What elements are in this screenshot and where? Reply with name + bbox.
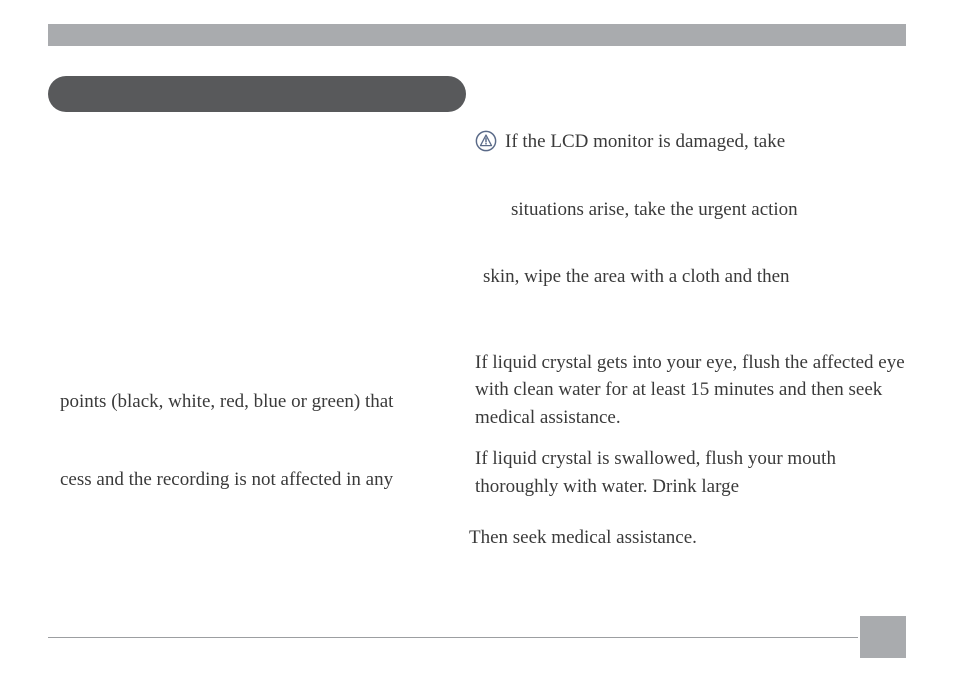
- body-text: cess and the recording is not affected i…: [60, 466, 455, 494]
- body-text: If liquid crystal gets into your eye, fl…: [475, 349, 905, 432]
- page-number-tab: [860, 616, 906, 658]
- body-text: skin, wipe the area with a cloth and the…: [475, 263, 905, 291]
- body-text: If liquid crystal is swallowed, flush yo…: [475, 445, 905, 500]
- right-column: If the LCD monitor is damaged, take situ…: [475, 128, 905, 552]
- warning-icon: [475, 130, 497, 152]
- body-text: situations arise, take the urgent action: [475, 196, 905, 224]
- warning-line: If the LCD monitor is damaged, take: [475, 128, 905, 156]
- footer-rule: [48, 637, 858, 638]
- body-text: Then seek medical assistance.: [469, 524, 905, 552]
- header-bar: [48, 24, 906, 46]
- section-heading-pill: [48, 76, 466, 112]
- body-text: points (black, white, red, blue or green…: [60, 388, 455, 416]
- manual-page: points (black, white, red, blue or green…: [0, 0, 954, 694]
- left-column: points (black, white, red, blue or green…: [60, 130, 455, 493]
- body-text: If the LCD monitor is damaged, take: [505, 128, 785, 156]
